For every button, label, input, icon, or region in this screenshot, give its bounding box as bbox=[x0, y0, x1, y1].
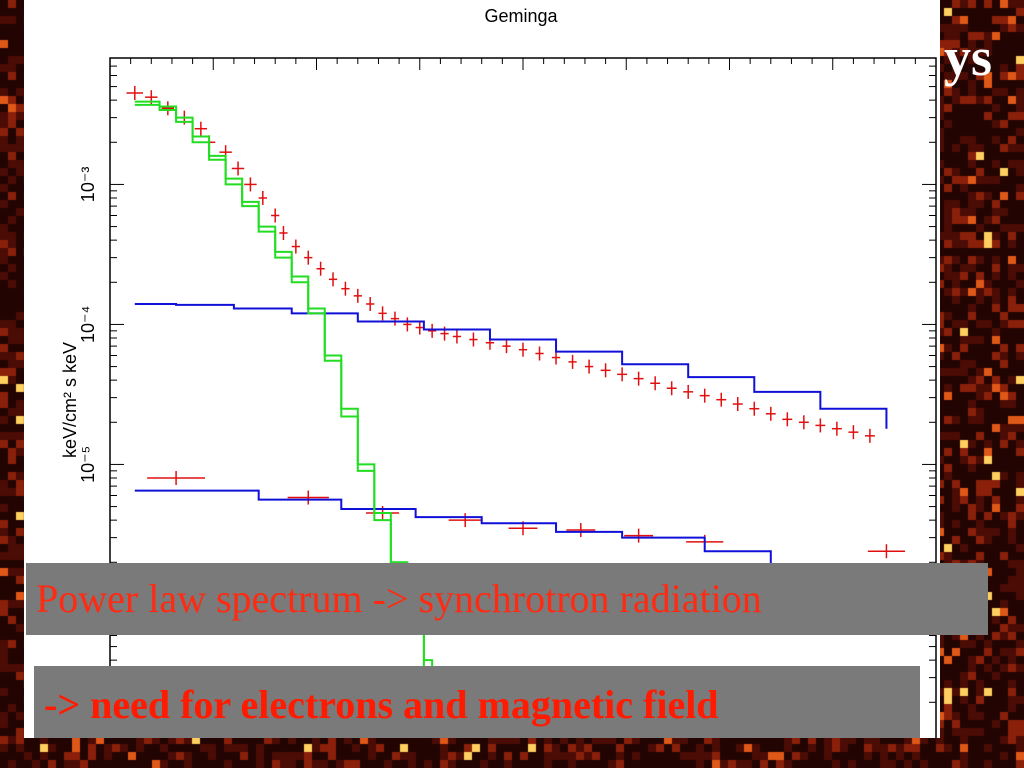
data-point bbox=[624, 528, 654, 543]
data-point bbox=[815, 418, 826, 433]
data-point bbox=[518, 342, 528, 357]
data-point bbox=[749, 401, 760, 416]
data-point bbox=[341, 281, 350, 296]
y-tick-label: 10⁻³ bbox=[78, 167, 98, 203]
data-point bbox=[390, 311, 400, 326]
data-point bbox=[699, 388, 710, 403]
data-point bbox=[378, 306, 387, 321]
data-point bbox=[683, 384, 694, 399]
data-point bbox=[147, 471, 205, 485]
data-point bbox=[633, 371, 644, 386]
caption-power-law: Power law spectrum -> synchrotron radiat… bbox=[26, 563, 988, 635]
data-point bbox=[600, 363, 611, 378]
axis-ticks: 10⁻³10⁻⁴10⁻⁵10⁻⁶10⁻⁷ bbox=[78, 57, 936, 738]
slide-title-fragment: ys bbox=[944, 27, 993, 87]
data-point bbox=[566, 523, 596, 538]
data-point bbox=[415, 320, 424, 335]
y-axis-label: keV/cm² s keV bbox=[60, 342, 80, 458]
data-point bbox=[782, 412, 793, 427]
data-point bbox=[568, 354, 577, 369]
data-point bbox=[366, 296, 375, 311]
chart-title: Geminga bbox=[484, 6, 558, 26]
data-point bbox=[403, 317, 412, 332]
caption-electrons-field: -> need for electrons and magnetic field bbox=[34, 666, 920, 738]
data-point bbox=[244, 177, 257, 192]
data-point bbox=[126, 85, 144, 100]
data-point bbox=[666, 381, 677, 396]
data-point bbox=[831, 421, 842, 436]
data-point bbox=[867, 544, 906, 559]
data-point bbox=[258, 191, 267, 205]
data-point bbox=[428, 323, 437, 338]
data-point bbox=[864, 428, 875, 443]
data-point bbox=[452, 329, 462, 344]
data-point bbox=[304, 250, 313, 265]
data-point bbox=[650, 376, 661, 391]
y-tick-label: 10⁻⁵ bbox=[78, 446, 98, 483]
data-point bbox=[798, 415, 809, 430]
data-point bbox=[271, 208, 280, 223]
model-line-4 bbox=[134, 100, 434, 738]
plot-frame bbox=[109, 57, 937, 738]
data-point bbox=[716, 392, 727, 407]
data-point bbox=[287, 490, 329, 505]
data-point bbox=[194, 121, 208, 136]
data-point bbox=[848, 425, 859, 440]
model-line-2 bbox=[134, 302, 888, 429]
model-line-5 bbox=[134, 103, 434, 738]
data-point bbox=[291, 239, 300, 254]
data-point bbox=[279, 225, 288, 240]
data-point bbox=[316, 261, 325, 276]
data-point bbox=[231, 161, 245, 176]
data-point bbox=[448, 513, 482, 528]
data-point bbox=[584, 359, 594, 374]
data-point bbox=[535, 346, 544, 361]
data-point bbox=[765, 406, 776, 421]
series-group bbox=[126, 85, 913, 738]
data-point bbox=[469, 332, 478, 347]
data-point bbox=[617, 367, 628, 382]
y-tick-label: 10⁻⁴ bbox=[78, 306, 98, 343]
data-point bbox=[502, 339, 511, 354]
data-point bbox=[551, 350, 561, 365]
data-point bbox=[328, 272, 338, 287]
data-point bbox=[353, 288, 362, 303]
data-point bbox=[732, 397, 743, 412]
data-point bbox=[161, 101, 175, 116]
